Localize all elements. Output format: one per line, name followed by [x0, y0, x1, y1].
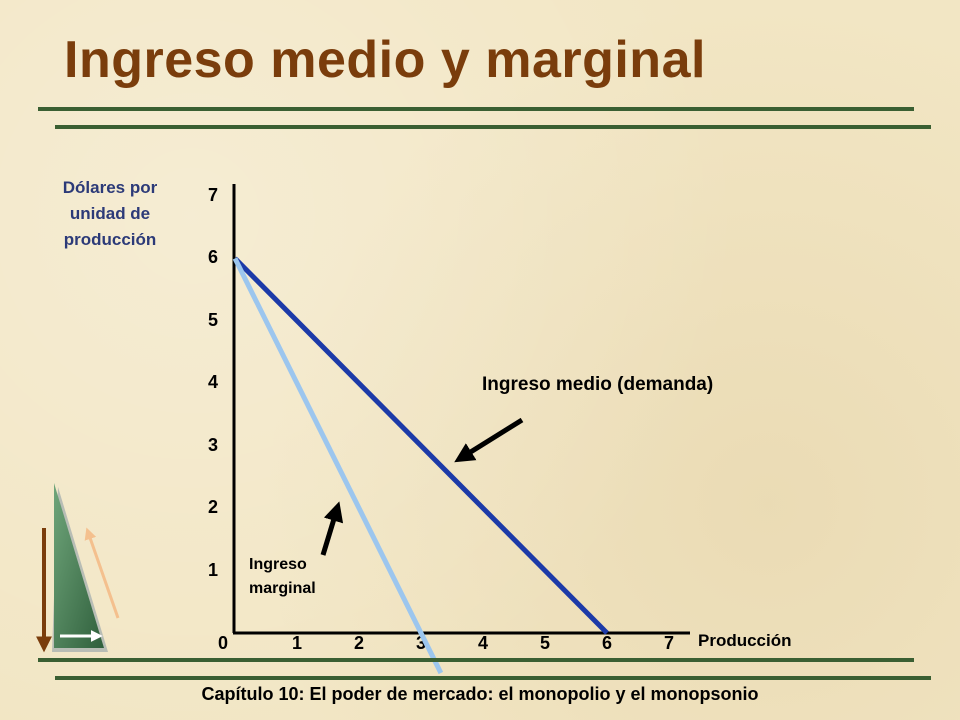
marginal-revenue-label-line2: marginal	[249, 580, 316, 597]
average-revenue-arrow-icon	[454, 417, 524, 463]
y-tick-label: 7	[207, 185, 218, 205]
average-revenue-line	[233, 256, 609, 635]
x-tick-label: 4	[477, 633, 488, 653]
x-tick-label: 1	[291, 633, 302, 653]
bottom-rule-offset	[55, 676, 931, 680]
y-tick-label: 2	[207, 497, 218, 518]
top-rule	[38, 107, 914, 111]
x-tick-label: 7	[663, 633, 674, 653]
average-revenue-label: Ingreso medio (demanda)	[482, 374, 714, 395]
y-tick-label: 6	[207, 247, 218, 268]
logo-triangle	[54, 483, 104, 648]
marginal-revenue-label: Ingreso marginal	[249, 553, 316, 601]
top-rule-offset	[55, 125, 931, 129]
x-tick-label: 3	[415, 633, 426, 653]
y-tick-label: 5	[207, 309, 218, 330]
x-tick-label: 0	[217, 633, 228, 653]
slide-footer: Capítulo 10: El poder de mercado: el mon…	[201, 684, 759, 704]
marginal-revenue-label-line1: Ingreso	[249, 556, 307, 573]
x-axis-label: Producción	[698, 631, 792, 650]
decorative-logo	[36, 483, 120, 653]
marginal-revenue-line	[232, 257, 444, 675]
y-tick-label: 3	[207, 434, 218, 455]
bottom-rule	[38, 658, 914, 662]
y-tick-label: 1	[207, 559, 218, 580]
y-axis-label: Dólares por unidad de producción	[62, 178, 158, 249]
logo-diagonal-arrow-icon	[84, 527, 120, 619]
x-tick-label: 5	[539, 633, 550, 653]
slide-title: Ingreso medio y marginal	[64, 31, 706, 89]
x-tick-label: 2	[353, 633, 364, 653]
y-tick-label: 4	[207, 372, 218, 393]
x-tick-label: 6	[601, 633, 612, 653]
marginal-revenue-arrow-icon	[320, 501, 344, 556]
